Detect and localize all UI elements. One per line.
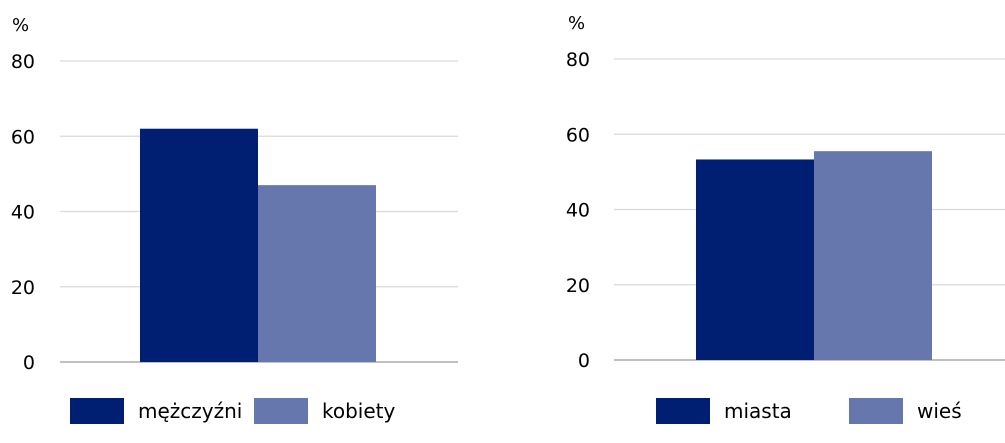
chart-gender: % 0 20 40 60 80 mężczyźni kobiety (0, 0, 502, 438)
legend-label: mężczyźni (138, 399, 242, 423)
legend-swatch (849, 398, 903, 424)
bar-miasta (696, 159, 814, 360)
legend-label: wieś (917, 399, 962, 423)
y-tick-label: 80 (11, 51, 35, 73)
y-tick-label: 60 (11, 126, 35, 148)
bar-kobiety (258, 185, 376, 362)
legend-swatch (254, 398, 308, 424)
legend-swatch (70, 398, 124, 424)
y-tick-label: 20 (11, 277, 35, 299)
legend-item-wies: wieś (849, 398, 962, 424)
legend-item-kobiety: kobiety (254, 398, 396, 424)
y-tick-label: 40 (11, 202, 35, 224)
y-tick-label: 20 (566, 275, 590, 297)
y-tick-label: 80 (566, 49, 590, 71)
y-tick-label: 0 (23, 352, 35, 374)
y-axis-unit-label: % (12, 15, 29, 36)
chart-residence: % 0 20 40 60 80 miasta wieś (502, 0, 1005, 438)
y-tick-label: 0 (578, 350, 590, 372)
bar-mezczyzni (140, 128, 258, 362)
legend-item-mezczyzni: mężczyźni (70, 398, 242, 424)
chart-gender-svg: % 0 20 40 60 80 mężczyźni kobiety (11, 15, 458, 424)
bar-wies (814, 151, 932, 360)
legend-swatch (656, 398, 710, 424)
chart-residence-svg: % 0 20 40 60 80 miasta wieś (566, 13, 1005, 424)
legend-label: miasta (724, 399, 792, 423)
y-tick-label: 40 (566, 200, 590, 222)
y-tick-label: 60 (566, 124, 590, 146)
y-axis-unit-label: % (568, 13, 585, 34)
legend-item-miasta: miasta (656, 398, 792, 424)
legend-label: kobiety (322, 399, 396, 423)
